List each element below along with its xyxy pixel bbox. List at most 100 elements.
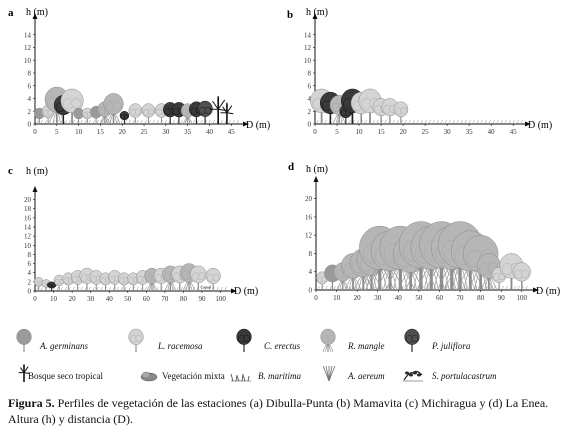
l-racemosa-icon xyxy=(128,328,144,352)
x-axis-arrow xyxy=(243,121,249,127)
x-tick-label: 100 xyxy=(517,294,528,302)
legend-item-r-mangle: R. mangle xyxy=(318,327,418,357)
vegetation-l-racemosa xyxy=(190,265,207,291)
caption-title: Figura 5. xyxy=(8,396,55,410)
x-tick-label: 10 xyxy=(333,294,341,302)
legend-item-a-aereum: A. aereum xyxy=(318,363,418,387)
bosque-seco-tropical-icon xyxy=(18,364,30,382)
b-maritima-icon xyxy=(230,373,251,382)
x-tick-label: 0 xyxy=(313,128,317,136)
vegetation-r-mangle xyxy=(103,93,124,125)
y-tick-label: 18 xyxy=(24,205,32,213)
x-tick-label: 30 xyxy=(162,128,170,136)
vegetation-bosque-seco-tropical xyxy=(220,102,234,124)
vegetation-l-racemosa xyxy=(141,103,156,124)
panel-d: d h (m) D (m) 0 4 8 12 16 20 0 10 20 30 40 50 60 70 80… xyxy=(288,161,560,302)
legend-label: L. racemosa xyxy=(158,341,203,351)
y-tick-label: 12 xyxy=(24,44,32,52)
vegetacion-mixta-icon xyxy=(140,371,158,382)
x-tick-label: 10 xyxy=(356,128,364,136)
vegetation-c-erectus xyxy=(119,111,130,124)
p-juliflora-icon xyxy=(404,328,420,352)
vegetation-a-germinans xyxy=(73,107,84,124)
s-portulacastrum-icon xyxy=(403,370,423,382)
y-tick-label: 0 xyxy=(28,288,32,296)
y-tick-label: 4 xyxy=(28,95,32,103)
x-tick-label: 80 xyxy=(180,295,188,303)
x-tick-label: 25 xyxy=(141,128,149,136)
panel-letter-d: d xyxy=(288,161,294,173)
legend-label: B. maritima xyxy=(258,371,302,381)
x-tick-label: 10 xyxy=(75,128,83,136)
x-tick-label: 0 xyxy=(33,295,37,303)
x-tick-label: 5 xyxy=(55,128,59,136)
y-tick-label: 0 xyxy=(308,121,312,129)
panel-b-ylabel: h (m) xyxy=(306,7,328,18)
x-tick-label: 70 xyxy=(457,294,465,302)
panel-letter-c: c xyxy=(8,165,13,177)
r-mangle-icon xyxy=(320,328,336,353)
canal-label: Canal xyxy=(200,284,211,289)
vegetation-l-racemosa xyxy=(53,274,65,291)
x-tick-label: 40 xyxy=(488,128,496,136)
x-tick-label: 35 xyxy=(466,128,474,136)
panel-d-ylabel: h (m) xyxy=(306,164,328,175)
x-tick-label: 60 xyxy=(143,295,151,303)
y-tick-label: 14 xyxy=(24,224,32,232)
x-tick-label: 90 xyxy=(199,295,207,303)
x-axis-arrow xyxy=(231,288,237,294)
panel-c-ylabel: h (m) xyxy=(26,166,48,177)
x-tick-label: 20 xyxy=(354,294,362,302)
panel-letter-b: b xyxy=(287,9,293,21)
x-tick-label: 20 xyxy=(400,128,408,136)
vegetation-p-juliflora xyxy=(197,100,213,124)
y-tick-label: 4 xyxy=(309,268,313,276)
legend-item-a-germinans: A. germinans xyxy=(14,327,114,357)
legend-item-l-racemosa: L. racemosa xyxy=(126,327,226,357)
x-tick-label: 50 xyxy=(124,295,132,303)
x-axis-arrow xyxy=(525,121,531,127)
legend-label: R. mangle xyxy=(348,341,385,351)
x-axis-arrow xyxy=(533,287,539,293)
x-tick-label: 20 xyxy=(119,128,127,136)
y-tick-label: 14 xyxy=(24,31,32,39)
vegetation-l-racemosa xyxy=(491,266,507,290)
vegetation-l-racemosa xyxy=(81,107,93,124)
y-tick-label: 2 xyxy=(28,278,32,286)
y-tick-label: 10 xyxy=(24,57,32,65)
y-tick-label: 10 xyxy=(24,242,32,250)
panel-d-xlabel: D (m) xyxy=(536,286,560,297)
x-tick-label: 45 xyxy=(510,128,518,136)
c-erectus-icon xyxy=(236,328,252,352)
x-tick-label: 20 xyxy=(69,295,77,303)
y-tick-label: 8 xyxy=(28,251,32,259)
y-tick-label: 0 xyxy=(309,287,313,295)
figure-caption: Figura 5. Perfiles de vegetación de las … xyxy=(8,395,574,427)
x-tick-label: 80 xyxy=(477,294,485,302)
legend-label: C. erectus xyxy=(264,341,301,351)
vegetation-l-racemosa xyxy=(62,272,75,291)
a-germinans-icon xyxy=(16,328,32,352)
legend-item-bosque-seco-tropical: Bosque seco tropical xyxy=(14,363,134,387)
y-axis-arrow xyxy=(32,13,38,19)
panel-c-xlabel: D (m) xyxy=(234,286,258,297)
y-tick-label: 8 xyxy=(309,250,313,258)
y-tick-label: 4 xyxy=(28,269,32,277)
y-tick-label: 2 xyxy=(308,108,312,116)
x-tick-label: 70 xyxy=(161,295,169,303)
vegetation-l-racemosa xyxy=(33,277,44,291)
y-tick-label: 6 xyxy=(28,260,32,268)
x-tick-label: 60 xyxy=(436,294,444,302)
x-tick-label: 0 xyxy=(314,294,318,302)
legend-label: Vegetación mixta xyxy=(162,371,225,381)
x-tick-label: 25 xyxy=(422,128,430,136)
legend-label: Bosque seco tropical xyxy=(28,371,103,381)
ground-cover xyxy=(36,119,239,124)
x-tick-label: 30 xyxy=(87,295,95,303)
panel-a-xlabel: D (m) xyxy=(246,120,270,131)
y-tick-label: 16 xyxy=(24,214,32,222)
x-tick-label: 90 xyxy=(498,294,506,302)
legend-label: P. juliflora xyxy=(432,341,471,351)
ground-cover xyxy=(316,119,523,124)
